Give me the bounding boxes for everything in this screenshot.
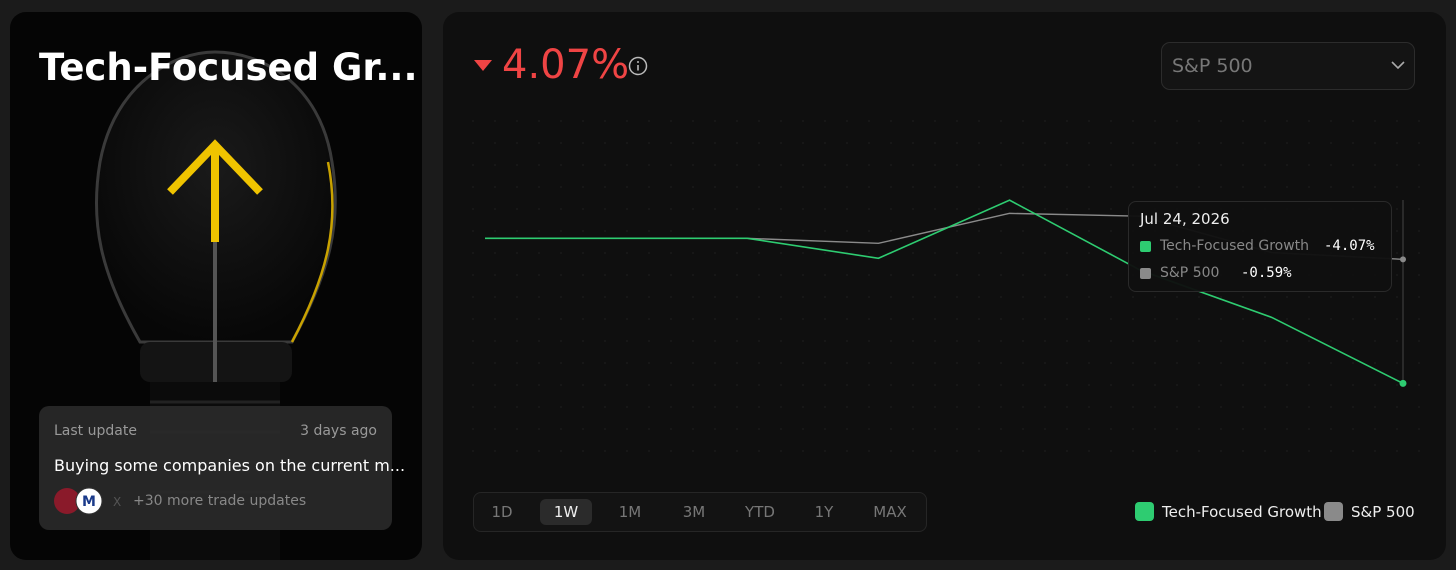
range-button[interactable]: 1M [618,503,642,521]
chevron [1391,61,1405,70]
svg-text:M: M [82,494,96,510]
tooltip-value: -4.07% [1324,238,1375,254]
end-point [1399,379,1407,387]
series-line [485,199,1404,385]
range-button[interactable]: 1D [491,503,513,521]
tooltip-date: Jul 24, 2026 [1140,210,1230,228]
tooltip-swatch [1140,268,1151,279]
legend-label[interactable]: S&P 500 [1351,503,1415,521]
update-text: Buying some companies on the current m..… [54,456,406,475]
card-title: Tech-Focused Gr... [39,46,418,89]
update-box[interactable]: Last update 3 days ago Buying some compa… [39,406,405,530]
range-button[interactable]: 3M [682,503,706,521]
legend-swatch [1324,502,1343,521]
update-time: 3 days ago [300,423,377,439]
legend-label[interactable]: Tech-Focused Growth [1162,503,1322,521]
legend-swatch [1135,502,1154,521]
more-updates: +30 more trade updates [133,493,307,509]
tooltip-series-name: S&P 500 [1160,265,1220,281]
end-point [1400,256,1406,263]
range-button[interactable]: 1Y [814,503,834,521]
range-button[interactable]: YTD [745,503,775,521]
range-button[interactable]: MAX [873,503,907,521]
range-button[interactable]: 1W [540,499,592,525]
tooltip-swatch [1140,241,1151,252]
down-arrow [474,60,492,71]
info-icon[interactable] [628,56,648,76]
tooltip-value: -0.59% [1241,265,1292,281]
tooltip-series-name: Tech-Focused Growth [1160,238,1310,254]
benchmark-dropdown[interactable]: S&P 500 [1161,42,1415,90]
svg-text:X: X [113,495,121,509]
update-label: Last update [54,423,137,439]
change-value: 4.07% [502,42,630,88]
dropdown-value: S&P 500 [1172,55,1253,77]
tooltip: Jul 24, 2026 Tech-Focused Growth -4.07% S&… [1128,201,1392,292]
portfolio-card[interactable]: Tech-Focused Gr... Last update 3 days ag… [10,12,422,560]
